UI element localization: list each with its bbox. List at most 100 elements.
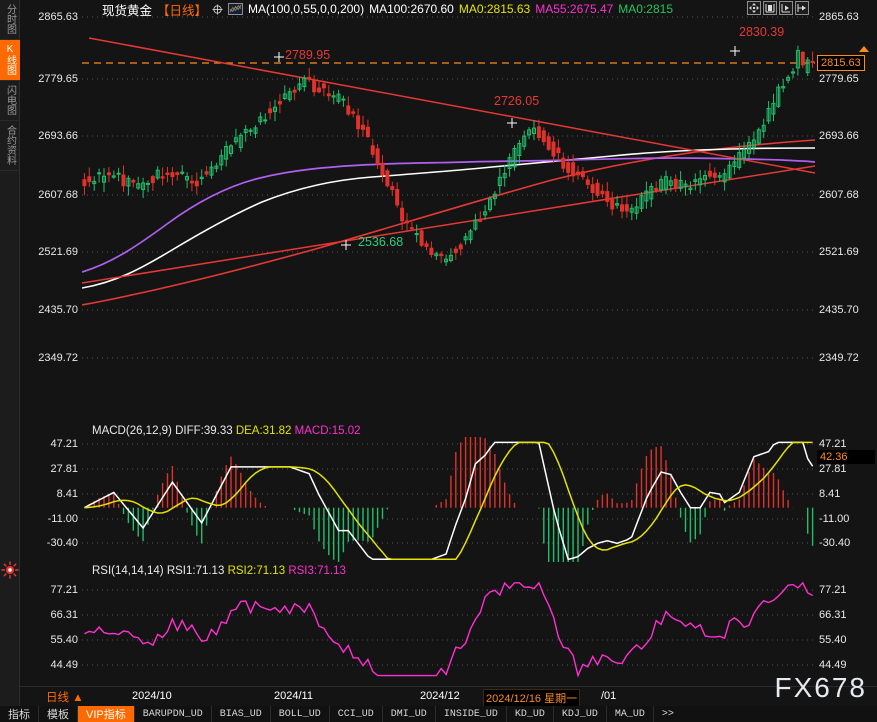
price-axis-right: 2865.63 2779.65 2693.66 2607.68 2521.69 … — [815, 0, 877, 706]
bottom-tab-barupdn[interactable]: BARUPDN_UD — [135, 706, 212, 722]
bottom-tab-dmi[interactable]: DMI_UD — [383, 706, 436, 722]
chart-toolbar — [747, 1, 809, 15]
rsi-line — [84, 581, 813, 678]
rsi-panel[interactable] — [82, 578, 815, 678]
price-tick: 2865.63 — [38, 11, 78, 23]
rsi2-value: RSI2:71.13 — [227, 565, 286, 577]
current-price-arrow — [859, 46, 869, 52]
macd-tick: 8.41 — [56, 488, 78, 500]
sidebar-item-timeshare[interactable]: 分时图 — [0, 0, 20, 40]
zoom-vertical-icon[interactable] — [763, 1, 777, 15]
period-badge-label: 日线 — [46, 692, 69, 704]
period-badge[interactable]: 日线 ▲ — [46, 689, 84, 705]
ma200-line — [82, 139, 815, 306]
rsi-legend: RSI(14,14,14) RSI1:71.13 RSI2:71.13 RSI3… — [92, 565, 346, 577]
date-tick: 2024/10 — [132, 690, 172, 702]
bottom-tab-kd[interactable]: KD_UD — [507, 706, 554, 722]
period-label[interactable]: 【日线】 — [157, 3, 208, 18]
crosshair-icon[interactable] — [212, 3, 223, 15]
annotation-recent-high: 2830.39 — [739, 25, 785, 39]
ma0-value-a: MA0:2815.63 — [458, 2, 531, 16]
bottom-tab-indicator[interactable]: 指标 — [0, 706, 39, 722]
rsi-tick: 55.40 — [50, 634, 78, 646]
ma-params: MA(100,0,55,0,0,200) — [248, 2, 365, 16]
macd-histogram — [88, 437, 814, 562]
price-tick: 2349.72 — [38, 352, 78, 364]
macd-chart-svg — [82, 437, 815, 562]
bottom-tab-cci[interactable]: CCI_UD — [330, 706, 383, 722]
rsi-gridlines — [82, 589, 815, 666]
candlestick-series — [82, 45, 815, 266]
support-trendline — [82, 165, 815, 284]
price-tick: 2607.68 — [819, 189, 859, 201]
rsi-params: RSI(14,14,14) — [92, 565, 164, 577]
ma100-line — [82, 147, 815, 289]
selected-date-label[interactable]: 2024/12/16 星期一 — [483, 689, 581, 707]
pivot-markers — [274, 46, 740, 250]
sidebar-spacer — [0, 171, 19, 706]
bottom-tab-boll[interactable]: BOLL_UD — [271, 706, 330, 722]
crosshair-move-icon[interactable] — [747, 1, 761, 15]
macd-tick: 8.41 — [819, 488, 841, 500]
date-tick: 2024/11 — [274, 690, 313, 702]
macd-params: MACD(26,12,9) — [92, 425, 172, 437]
watermark: FX678 — [774, 672, 867, 703]
symbol-name: 现货黄金 — [102, 3, 153, 18]
scroll-to-end-icon[interactable] — [795, 1, 809, 15]
rsi1-value: RSI1:71.13 — [166, 565, 225, 577]
rsi-tick: 66.31 — [50, 609, 78, 621]
macd-current-value-tag[interactable]: 42.36 — [817, 450, 875, 464]
bottom-tab-inside[interactable]: INSIDE_UD — [436, 706, 507, 722]
chart-stage[interactable]: 现货黄金 【日线】 MA(100,0,55,0,0,200) MA100:267… — [20, 0, 877, 706]
alert-dot-icon[interactable] — [0, 559, 20, 581]
macd-value: MACD:15.02 — [294, 425, 361, 437]
bottom-tab-vip-indicator[interactable]: VIP指标 — [78, 706, 135, 722]
price-tick: 2435.70 — [819, 304, 859, 316]
rsi3-value: RSI3:71.13 — [288, 565, 346, 577]
macd-tick: -30.40 — [46, 537, 78, 549]
macd-diff-line — [84, 441, 814, 561]
sidebar-item-lightning[interactable]: 闪电图 — [0, 81, 20, 121]
ma55-line — [82, 157, 815, 273]
chart-header-legend: 现货黄金 【日线】 MA(100,0,55,0,0,200) MA100:267… — [102, 1, 673, 18]
rsi-tick: 44.49 — [50, 659, 78, 671]
macd-tick: 47.21 — [50, 438, 78, 450]
sidebar-item-contract-info[interactable]: 合约资料 — [0, 121, 20, 171]
indicator-chart-icon[interactable] — [228, 3, 243, 15]
macd-panel[interactable] — [82, 437, 815, 562]
macd-gridlines — [82, 443, 815, 544]
zoom-horizontal-icon[interactable] — [779, 1, 793, 15]
left-sidebar: 分时图 K线图 闪电图 合约资料 — [0, 0, 20, 706]
price-tick: 2521.69 — [38, 246, 78, 258]
rsi-tick: 44.49 — [819, 659, 847, 671]
annotation-swing-high-1: 2789.95 — [285, 48, 331, 62]
bottom-tab-kdj[interactable]: KDJ_UD — [554, 706, 607, 722]
rsi-tick: 66.31 — [819, 609, 847, 621]
bottom-tab-bias[interactable]: BIAS_UD — [212, 706, 271, 722]
rsi-tick: 77.21 — [819, 584, 847, 596]
price-chart-panel[interactable]: 2789.95 2726.05 2536.68 2830.39 — [82, 10, 815, 415]
macd-tick: -30.40 — [819, 537, 851, 549]
price-tick: 2779.65 — [38, 73, 78, 85]
price-tick: 2779.65 — [819, 73, 859, 85]
ma100-value: MA100:2670.60 — [369, 2, 454, 16]
price-chart-svg — [82, 16, 815, 359]
bottom-tab-template[interactable]: 模板 — [39, 706, 78, 722]
annotation-swing-high-2: 2726.05 — [494, 94, 540, 108]
bottom-tab-more[interactable]: >> — [661, 708, 674, 720]
ma0-value-b: MA0:2815 — [618, 2, 673, 16]
period-badge-arrow-icon: ▲ — [72, 692, 84, 704]
macd-dea: DEA:31.82 — [235, 425, 292, 437]
rsi-tick: 55.40 — [819, 634, 847, 646]
ma55-value: MA55:2675.47 — [535, 2, 614, 16]
bottom-indicator-bar: 指标 模板 VIP指标 BARUPDN_UD BIAS_UD BOLL_UD C… — [0, 706, 877, 722]
macd-tick: 47.21 — [819, 438, 847, 450]
price-tick: 2349.72 — [819, 352, 859, 364]
price-tick: 2693.66 — [38, 130, 78, 142]
bottom-tab-ma[interactable]: MA_UD — [607, 706, 654, 722]
current-price-tag[interactable]: 2815.63 — [817, 55, 865, 71]
sidebar-item-kline[interactable]: K线图 — [0, 40, 20, 81]
price-tick: 2693.66 — [819, 130, 859, 142]
macd-dea-line — [84, 441, 813, 561]
